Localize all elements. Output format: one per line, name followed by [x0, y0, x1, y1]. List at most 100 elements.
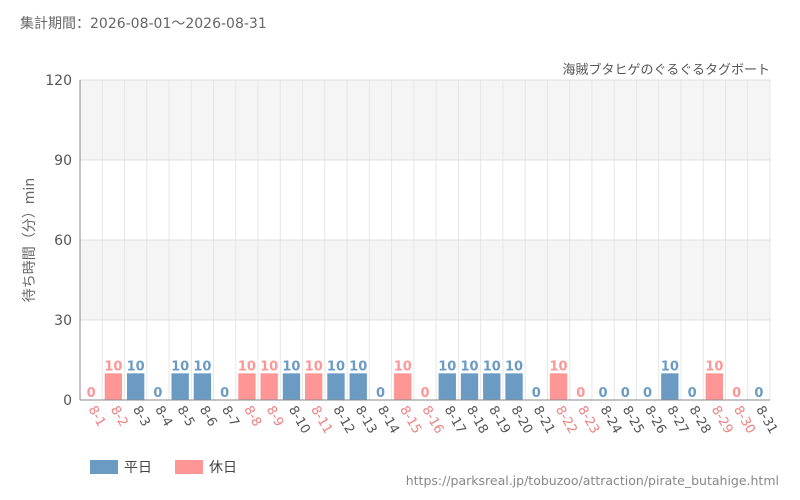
bar-value-label: 10 — [661, 359, 679, 374]
x-tick-label: 8-27 — [663, 404, 691, 437]
bar — [394, 373, 412, 400]
x-tick-label: 8-17 — [441, 404, 469, 437]
bar-value-label: 0 — [376, 386, 385, 401]
bar — [171, 373, 189, 400]
x-tick-label: 8-18 — [463, 404, 491, 437]
x-tick-label: 8-30 — [730, 404, 758, 437]
legend-holiday-label: 休日 — [209, 460, 237, 476]
bar-value-label: 10 — [127, 359, 145, 374]
bar — [260, 373, 278, 400]
bar — [549, 373, 568, 400]
bar-value-label: 0 — [688, 386, 697, 401]
period-label: 集計期間：2026-08-01～2026-08-31 — [20, 16, 267, 32]
bar-value-label: 10 — [104, 359, 122, 374]
bar-value-label: 10 — [505, 359, 523, 374]
x-tick-label: 8-1 — [85, 404, 109, 430]
axes — [79, 80, 770, 401]
x-tick-label: 8-15 — [396, 404, 424, 437]
bar-value-label: 0 — [643, 386, 652, 401]
bar-value-label: 0 — [576, 386, 585, 401]
x-tick-label: 8-22 — [552, 404, 580, 437]
bar-value-label: 10 — [193, 359, 211, 374]
x-tick-label: 8-6 — [196, 404, 220, 430]
x-tick-label: 8-23 — [574, 404, 602, 437]
chart-title: 海賊ブタヒゲのぐるぐるタグボート — [563, 62, 770, 78]
bar-value-label: 10 — [705, 359, 723, 374]
legend-weekday-swatch — [90, 460, 118, 474]
bar-value-label: 0 — [621, 386, 630, 401]
y-tick-label: 30 — [54, 313, 72, 329]
bar-value-label: 0 — [732, 386, 741, 401]
bar-value-label: 0 — [754, 386, 763, 401]
bar — [661, 373, 679, 400]
plot-band — [80, 240, 770, 320]
x-tick-label: 8-14 — [374, 404, 402, 437]
x-tick-label: 8-19 — [485, 404, 513, 437]
x-tick-label: 8-11 — [307, 404, 335, 437]
bar — [238, 373, 256, 400]
x-tick-label: 8-9 — [263, 404, 287, 430]
bar-value-label: 10 — [349, 359, 367, 374]
bar-value-label: 10 — [394, 359, 412, 374]
plot-band — [80, 160, 770, 240]
x-tick-label: 8-5 — [174, 404, 198, 430]
bar-value-label: 10 — [438, 359, 456, 374]
bar-value-label: 10 — [483, 359, 501, 374]
bar — [126, 373, 145, 400]
x-tick-label: 8-8 — [240, 404, 264, 430]
x-tick-label: 8-21 — [530, 404, 558, 437]
bar — [705, 373, 724, 400]
bar — [305, 373, 323, 400]
x-tick-label: 8-29 — [708, 404, 736, 437]
x-tick-labels: 8-18-28-38-48-58-68-78-88-98-108-118-128… — [85, 404, 780, 437]
x-tick-label: 8-26 — [641, 404, 669, 437]
legend-holiday: 休日 — [175, 457, 237, 477]
plot-band — [80, 80, 770, 160]
bar — [327, 373, 345, 400]
y-tick-label: 60 — [54, 233, 72, 249]
legend-weekday-label: 平日 — [124, 460, 152, 476]
bar — [505, 373, 523, 400]
bar-value-label: 10 — [327, 359, 345, 374]
bar-value-label: 10 — [305, 359, 323, 374]
bar-value-label: 0 — [220, 386, 229, 401]
bar-value-label: 10 — [260, 359, 278, 374]
y-tick-label: 90 — [54, 153, 72, 169]
y-axis-label: 待ち時間（分）min — [22, 178, 38, 302]
x-tick-label: 8-4 — [151, 404, 175, 430]
bar — [483, 373, 501, 400]
x-tick-label: 8-10 — [285, 404, 313, 437]
bar-value-label: 0 — [532, 386, 541, 401]
bar-value-label: 10 — [460, 359, 478, 374]
x-tick-label: 8-28 — [686, 404, 714, 437]
bar-value-label: 0 — [599, 386, 608, 401]
x-tick-label: 8-7 — [218, 404, 242, 430]
bar — [282, 373, 301, 400]
bar-value-label: 10 — [238, 359, 256, 374]
source-url: https://parksreal.jp/tobuzoo/attraction/… — [405, 473, 779, 488]
bar-value-label: 0 — [153, 386, 162, 401]
x-tick-label: 8-13 — [352, 404, 380, 437]
bar — [193, 373, 212, 400]
bars — [104, 373, 724, 400]
x-tick-label: 8-20 — [508, 404, 536, 437]
bar — [104, 373, 123, 400]
x-tick-label: 8-12 — [330, 404, 358, 437]
plot-bands — [80, 80, 770, 400]
y-tick-label: 0 — [63, 393, 72, 409]
x-tick-label: 8-31 — [752, 404, 780, 437]
x-tick-label: 8-3 — [129, 404, 153, 430]
bar — [460, 373, 479, 400]
bar-value-label: 0 — [87, 386, 96, 401]
bar-value-label: 10 — [550, 359, 568, 374]
y-tick-labels: 0 30 60 90 120 — [45, 73, 72, 409]
bar-value-label: 0 — [420, 386, 429, 401]
legend-holiday-swatch — [175, 460, 203, 474]
legend-weekday: 平日 — [90, 457, 152, 477]
x-tick-label: 8-16 — [419, 404, 447, 437]
x-tick-label: 8-25 — [619, 404, 647, 437]
x-tick-label: 8-2 — [107, 404, 131, 430]
x-tick-label: 8-24 — [597, 404, 625, 437]
